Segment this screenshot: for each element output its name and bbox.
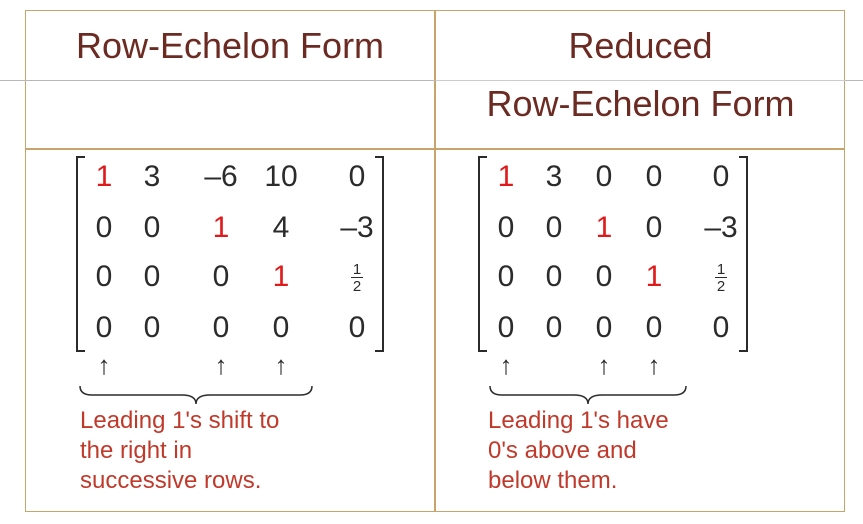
up-arrow-icon: ↑ (97, 350, 111, 380)
matrix-entry: 0 (348, 160, 366, 193)
matrix-entry: 3 (545, 160, 563, 193)
matrix-entry: 0 (497, 311, 515, 344)
matrix-entry: 0 (645, 160, 663, 193)
matrix-entry: 0 (645, 211, 663, 244)
matrix-entry: 0 (497, 211, 515, 244)
horizontal-rule (0, 80, 863, 81)
matrix-entry: 10 (264, 160, 298, 193)
right-brace (489, 385, 687, 405)
note-right-line: below them. (488, 467, 618, 494)
matrix-entry: 0 (595, 160, 613, 193)
fraction-numerator: 1 (350, 261, 364, 278)
up-arrow-icon: ↑ (647, 350, 661, 380)
matrix-entry: 3 (143, 160, 161, 193)
note-right: Leading 1's have 0's above and below the… (488, 406, 669, 496)
fraction-numerator: 1 (714, 261, 728, 278)
up-arrow-icon: ↑ (214, 350, 228, 380)
matrix-entry: 0 (645, 311, 663, 344)
leading-one: 1 (645, 260, 663, 293)
note-right-line: Leading 1's have (488, 407, 669, 434)
matrix-entry: 0 (95, 311, 113, 344)
left-bracket (76, 156, 85, 352)
right-bracket (375, 156, 384, 352)
header-divider (25, 148, 845, 150)
header-reduced-form: Row-Echelon Form (486, 83, 795, 124)
note-left-line: successive rows. (80, 467, 262, 494)
matrix-entry: 0 (712, 311, 730, 344)
note-left: Leading 1's shift to the right in succes… (80, 406, 279, 496)
matrix-entry: 0 (143, 211, 161, 244)
matrix-entry: –3 (340, 211, 374, 244)
matrix-entry: 0 (272, 311, 290, 344)
up-arrow-icon: ↑ (499, 350, 513, 380)
matrix-entry: 0 (143, 311, 161, 344)
matrix-entry: 0 (545, 211, 563, 244)
header-reduced: Reduced (568, 25, 713, 66)
leading-one: 1 (595, 211, 613, 244)
matrix-entry: 0 (595, 260, 613, 293)
up-arrow-icon: ↑ (597, 350, 611, 380)
matrix-entry: 0 (348, 311, 366, 344)
leading-one: 1 (497, 160, 515, 193)
up-arrow-icon: ↑ (274, 350, 288, 380)
left-brace (79, 385, 313, 405)
matrix-entry: 0 (595, 311, 613, 344)
leading-one: 1 (272, 260, 290, 293)
matrix-entry: 0 (545, 311, 563, 344)
header-row-echelon: Row-Echelon Form (75, 25, 385, 66)
matrix-entry: 0 (545, 260, 563, 293)
matrix-entry: 0 (143, 260, 161, 293)
matrix-entry: –3 (704, 211, 738, 244)
note-left-line: the right in (80, 437, 193, 464)
matrix-entry: 0 (712, 160, 730, 193)
note-left-line: Leading 1's shift to (80, 407, 280, 434)
note-right-line: 0's above and (488, 437, 637, 464)
matrix-entry: 0 (95, 260, 113, 293)
leading-one: 1 (212, 211, 230, 244)
matrix-entry: 0 (95, 211, 113, 244)
header-inner-rule (436, 80, 845, 81)
matrix-entry: 0 (497, 260, 515, 293)
left-bracket (478, 156, 487, 352)
leading-one: 1 (95, 160, 113, 193)
matrix-entry: –6 (204, 160, 238, 193)
fraction-denominator: 2 (352, 278, 362, 295)
matrix-entry: 0 (212, 260, 230, 293)
right-bracket (739, 156, 748, 352)
fraction-denominator: 2 (716, 278, 726, 295)
matrix-entry: 4 (272, 211, 290, 244)
matrix-entry: 0 (212, 311, 230, 344)
column-divider (434, 10, 436, 512)
